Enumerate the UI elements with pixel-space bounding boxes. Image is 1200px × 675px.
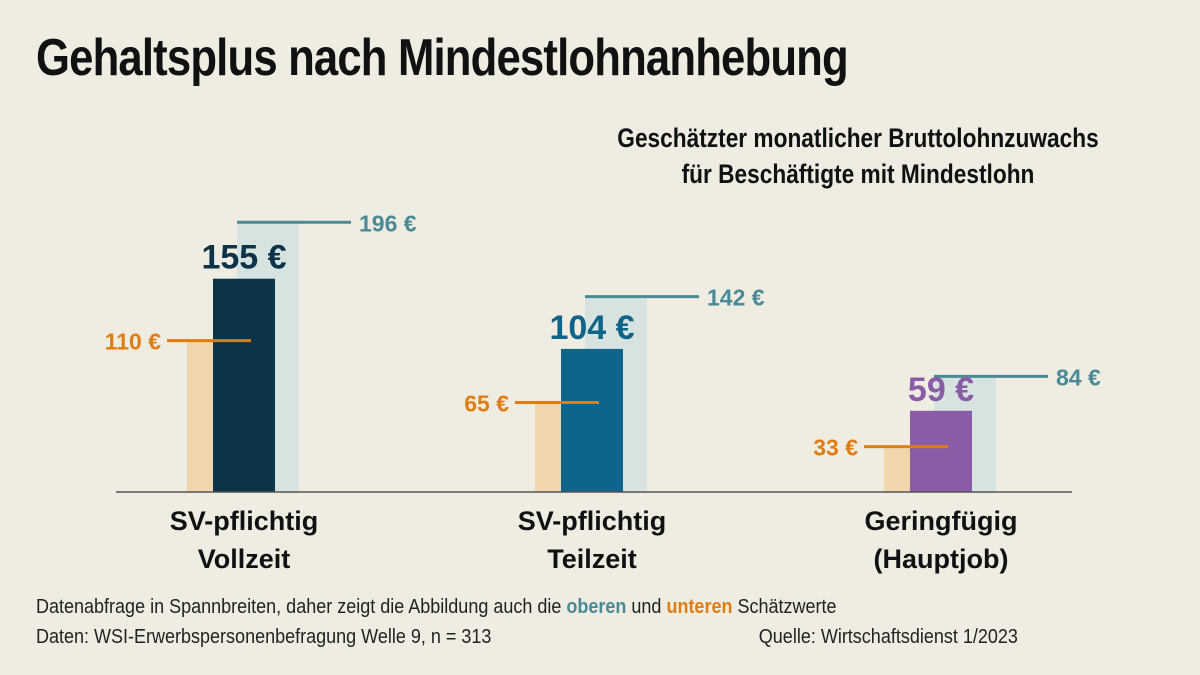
subtitle-line-1: Geschätzter monatlicher Bruttolohnzuwach… xyxy=(617,123,1099,153)
chart-subtitle: Geschätzter monatlicher Bruttolohnzuwach… xyxy=(598,120,1119,192)
upper-estimate-label: 142 € xyxy=(707,285,765,311)
main-bar xyxy=(561,348,623,492)
subtitle-line-2: für Beschäftigte mit Mindestlohn xyxy=(681,159,1035,189)
main-value-label: 59 € xyxy=(908,371,974,409)
footnote-mid: und xyxy=(626,596,667,618)
category-label-line2: Vollzeit xyxy=(198,544,291,574)
category-label-line2: (Hauptjob) xyxy=(874,544,1009,574)
main-bar xyxy=(910,410,972,492)
main-value-label: 155 € xyxy=(201,239,286,277)
main-value-label: 104 € xyxy=(549,309,634,347)
footnote-upper: oberen xyxy=(566,596,627,618)
category-label-line2: Teilzeit xyxy=(547,544,637,574)
source-credit: Quelle: Wirtschaftsdienst 1/2023 xyxy=(758,626,1018,648)
footnote-suffix: Schätzwerte xyxy=(732,596,837,618)
main-bar xyxy=(213,278,275,492)
lower-estimate-label: 33 € xyxy=(813,435,858,461)
category-label-line1: SV-pflichtig xyxy=(170,506,319,536)
chart-title: Gehaltsplus nach Mindestlohnanhebung xyxy=(36,29,849,87)
upper-estimate-label: 196 € xyxy=(359,210,417,236)
footnote-lower: unteren xyxy=(666,596,733,618)
category-label-line1: Geringfügig xyxy=(865,506,1018,536)
footnote: Datenabfrage in Spannbreiten, daher zeig… xyxy=(36,596,837,619)
category-label-line1: SV-pflichtig xyxy=(518,506,667,536)
footnote-prefix: Datenabfrage in Spannbreiten, daher zeig… xyxy=(36,596,567,618)
data-source: Daten: WSI-Erwerbspersonenbefragung Well… xyxy=(36,626,492,648)
lower-estimate-label: 110 € xyxy=(105,329,161,355)
upper-estimate-label: 84 € xyxy=(1056,364,1101,390)
lower-estimate-label: 65 € xyxy=(464,391,509,417)
